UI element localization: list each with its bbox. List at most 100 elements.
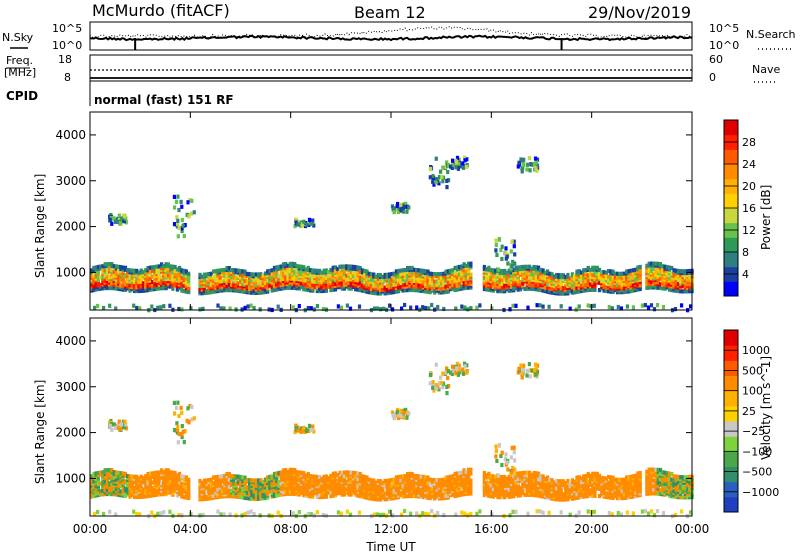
range-cell <box>128 474 132 479</box>
range-cell <box>490 306 494 311</box>
range-cell <box>426 280 430 285</box>
range-cell <box>252 288 256 294</box>
range-cell <box>318 283 322 288</box>
range-cell <box>397 491 401 496</box>
range-cell <box>426 475 430 480</box>
range-cell <box>302 219 306 224</box>
range-cell <box>505 270 509 275</box>
colorbar-swatch <box>724 281 738 297</box>
range-cell <box>374 289 378 294</box>
range-cell <box>627 269 631 274</box>
range-cell <box>541 268 545 273</box>
range-cell <box>132 485 137 490</box>
range-cell <box>613 271 617 276</box>
range-cell <box>535 157 540 162</box>
range-cell <box>607 274 611 279</box>
range-cell <box>408 471 412 477</box>
range-cell <box>108 265 112 270</box>
range-cell <box>462 155 467 160</box>
range-cell <box>232 474 236 479</box>
range-cell <box>507 281 511 286</box>
range-cell <box>431 174 435 179</box>
range-cell <box>309 273 313 278</box>
range-cell <box>432 182 436 187</box>
range-cell <box>101 264 105 269</box>
range-cell <box>157 268 161 273</box>
range-cell <box>130 474 134 479</box>
range-cell <box>168 303 172 308</box>
range-cell <box>169 470 173 475</box>
range-cell <box>190 211 194 216</box>
cpid-label: CPID <box>6 89 38 103</box>
range-cell <box>356 287 360 292</box>
range-cell <box>209 271 213 276</box>
range-cell <box>122 219 126 224</box>
range-cell <box>516 493 520 498</box>
range-cell <box>99 481 103 486</box>
range-cell <box>180 268 184 273</box>
range-cell <box>500 491 505 496</box>
range-cell <box>358 472 362 477</box>
range-cell <box>645 263 649 268</box>
range-cell <box>123 213 127 218</box>
range-cell <box>151 485 155 491</box>
range-cell <box>290 491 295 496</box>
range-cell <box>234 481 238 486</box>
range-cell <box>613 284 617 289</box>
range-cell <box>304 488 308 493</box>
range-cell <box>96 270 100 275</box>
range-cell <box>426 490 430 495</box>
range-cell <box>306 284 310 289</box>
range-cell <box>315 268 319 273</box>
range-cell <box>96 487 100 492</box>
range-cell <box>462 488 466 493</box>
range-cell <box>187 271 191 276</box>
range-cell <box>592 303 596 308</box>
range-cell <box>272 282 277 287</box>
range-cell <box>309 474 313 479</box>
range-cell <box>654 261 658 266</box>
range-cell <box>631 268 635 273</box>
range-cell <box>257 277 261 282</box>
range-cell <box>281 468 286 473</box>
range-cell <box>363 485 367 491</box>
range-cell <box>241 478 245 484</box>
range-cell <box>442 280 446 286</box>
range-cell <box>286 263 290 268</box>
range-cell <box>403 271 407 276</box>
range-cell <box>433 288 437 293</box>
range-cell <box>507 487 511 492</box>
range-cell <box>293 271 297 276</box>
range-cell <box>388 478 392 483</box>
range-cell <box>672 268 676 273</box>
range-cell <box>239 268 243 274</box>
range-cell <box>439 492 444 497</box>
range-cell <box>275 471 279 476</box>
range-cell <box>534 160 538 165</box>
range-cell <box>564 285 568 291</box>
range-cell <box>214 484 218 489</box>
range-cell <box>559 278 563 283</box>
range-cell <box>354 272 358 277</box>
range-cell <box>173 471 177 476</box>
range-cell <box>157 470 161 475</box>
range-cell <box>340 268 344 273</box>
range-cell <box>135 474 139 479</box>
range-cell <box>192 210 196 215</box>
range-cell <box>176 194 180 199</box>
range-cell <box>291 305 295 310</box>
range-cell <box>306 490 310 495</box>
range-cell <box>263 483 267 488</box>
noise-panel: N.Sky 10^5 10^0 10^5 10^0 N.Search <box>2 21 796 52</box>
range-cell <box>575 282 579 287</box>
range-cell <box>128 288 132 293</box>
range-cell <box>509 266 513 271</box>
range-cell <box>521 275 525 281</box>
range-cell <box>184 280 188 285</box>
range-cell <box>309 268 313 273</box>
range-cell <box>94 270 98 276</box>
range-cell <box>485 487 489 492</box>
range-cell <box>348 306 353 311</box>
range-cell <box>187 279 191 284</box>
range-cell <box>482 286 486 292</box>
